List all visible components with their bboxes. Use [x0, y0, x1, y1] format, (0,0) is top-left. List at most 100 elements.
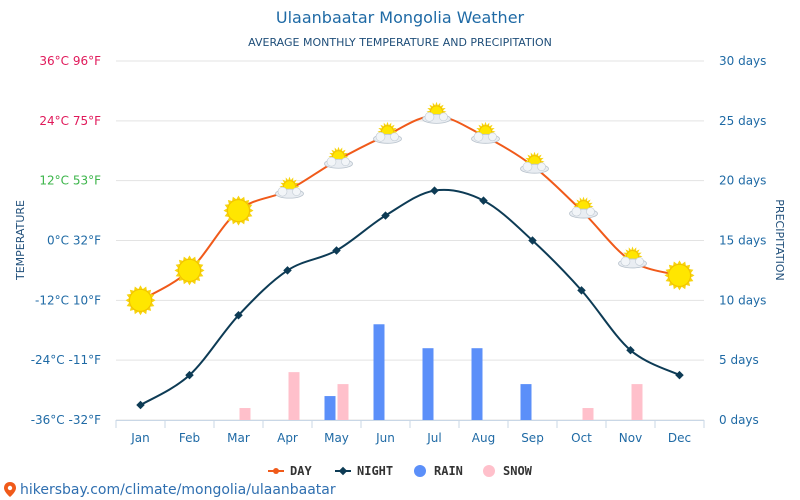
sun-icon — [174, 255, 205, 286]
footer-link[interactable]: hikersbay.com/climate/mongolia/ulaanbaat… — [4, 482, 336, 498]
legend-item-snow: SNOW — [483, 464, 533, 478]
partly-cloudy-icon — [471, 121, 500, 144]
cloud-puff — [571, 206, 582, 217]
x-tick-label: Aug — [472, 431, 495, 445]
sun-disc — [178, 258, 201, 282]
cloud — [569, 206, 598, 219]
x-tick-label: Jun — [375, 431, 395, 445]
cloud-puff — [620, 256, 631, 267]
night-point — [136, 400, 145, 410]
precipitation-bars — [239, 324, 643, 420]
rain-bar — [324, 396, 336, 420]
snow-bar — [288, 372, 300, 420]
cloud — [275, 186, 304, 199]
cloud-puff — [635, 257, 644, 266]
night-point — [283, 266, 292, 275]
x-tick-label: Jul — [426, 431, 441, 445]
partly-cloudy-icon — [275, 176, 304, 199]
right-tick-label: 5 days — [719, 353, 759, 367]
x-axis: Jan Feb Mar Apr May Jun Jul Aug Sep Oct Nov Dec — [115, 420, 705, 445]
right-tick-label: 0 days — [719, 413, 759, 427]
x-tick-label: Jan — [130, 431, 150, 445]
x-tick-label: Nov — [619, 431, 642, 445]
partly-cloudy-icon — [324, 146, 353, 169]
right-tick-label: 15 days — [719, 234, 766, 248]
night-point — [577, 286, 586, 295]
x-tick-label: May — [324, 431, 349, 445]
rain-bar — [520, 384, 532, 420]
footer-url[interactable]: hikersbay.com/climate/mongolia/ulaanbaat… — [20, 482, 336, 498]
sun-icon — [125, 285, 156, 316]
x-tick-label: Mar — [227, 431, 250, 445]
legend-item-night: NIGHT — [335, 464, 393, 478]
cloud-puff — [586, 207, 595, 216]
partly-cloudy-icon — [520, 151, 549, 174]
sun-icon — [223, 195, 254, 226]
right-axis: 30 days 25 days 20 days 15 days 10 days 5 day… — [719, 54, 766, 427]
snow-bar — [239, 408, 251, 420]
cloud-puff — [439, 112, 448, 122]
night-point — [626, 345, 635, 355]
partly-cloudy-icon — [569, 196, 598, 219]
legend-rain-swatch — [414, 465, 426, 477]
legend-item-day: DAY — [268, 464, 312, 478]
cloud — [324, 156, 353, 169]
night-point — [234, 311, 243, 320]
night-point — [479, 196, 488, 205]
left-tick-label: 36°C 96°F — [39, 54, 101, 68]
sun-disc — [668, 263, 691, 287]
sun-icon — [664, 260, 695, 291]
legend-label: SNOW — [503, 464, 533, 478]
left-axis-title: TEMPERATURE — [14, 200, 27, 281]
night-line — [139, 188, 680, 406]
grid-lines — [116, 60, 704, 421]
cloud — [520, 161, 549, 174]
legend-label: NIGHT — [357, 464, 393, 478]
legend-snow-swatch — [483, 465, 495, 477]
night-point — [185, 370, 194, 380]
legend-item-rain: RAIN — [414, 464, 463, 478]
partly-cloudy-icon — [422, 101, 451, 124]
snow-bar — [631, 384, 643, 420]
cloud-puff — [473, 131, 484, 142]
left-tick-label: 12°C 53°F — [39, 174, 101, 188]
cloud-puff — [375, 131, 386, 142]
cloud-puff — [537, 162, 546, 172]
right-tick-label: 10 days — [719, 293, 766, 307]
cloud — [618, 256, 647, 269]
right-tick-label: 20 days — [719, 174, 766, 188]
left-axis: 36°C 96°F 24°C 75°F 12°C 53°F 0°C 32°F -12°C… — [31, 54, 101, 427]
left-tick-label: 0°C 32°F — [47, 234, 101, 248]
legend-night-marker — [338, 466, 348, 476]
cloud-puff — [341, 157, 350, 167]
day-line — [139, 114, 680, 302]
chart-title: Ulaanbaatar Mongolia Weather — [276, 8, 525, 27]
cloud-puff — [488, 132, 497, 142]
cloud-puff — [424, 112, 435, 122]
cloud — [471, 131, 500, 144]
night-point — [430, 186, 439, 195]
right-tick-label: 25 days — [719, 114, 766, 128]
left-tick-label: -36°C -32°F — [31, 413, 101, 427]
x-tick-label: Feb — [179, 431, 200, 445]
legend-day-marker — [273, 468, 279, 474]
snow-bar — [582, 408, 594, 420]
x-tick-label: Dec — [668, 431, 691, 445]
night-point — [675, 370, 684, 380]
temperature-lines — [136, 114, 684, 410]
left-tick-label: -24°C -11°F — [31, 353, 101, 367]
rain-bar — [373, 324, 385, 420]
partly-cloudy-icon — [373, 121, 402, 144]
night-point — [381, 211, 390, 220]
night-point — [332, 246, 341, 255]
snow-bar — [337, 384, 349, 420]
chart-subtitle: AVERAGE MONTHLY TEMPERATURE AND PRECIPIT… — [248, 36, 552, 49]
right-tick-label: 30 days — [719, 54, 766, 68]
cloud — [373, 131, 402, 144]
rain-bar — [422, 348, 434, 420]
sun-disc — [129, 288, 152, 312]
legend-label: RAIN — [434, 464, 463, 478]
x-tick-label: Sep — [521, 431, 544, 445]
cloud-puff — [277, 186, 288, 197]
